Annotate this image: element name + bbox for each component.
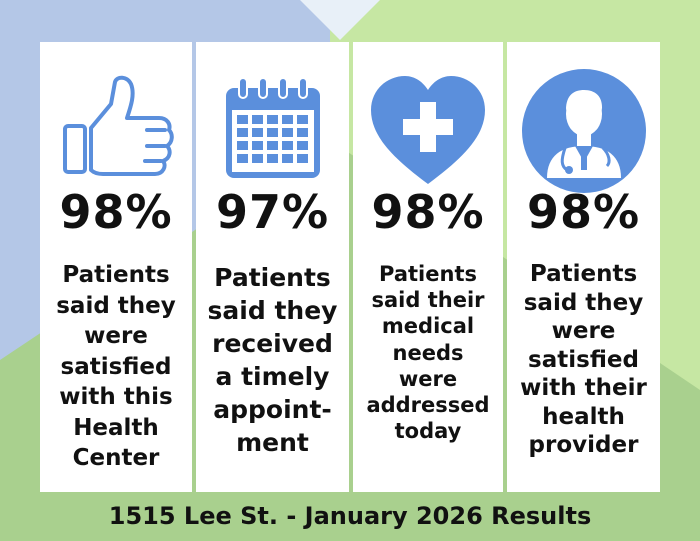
stats-cards: 98% Patients said they were satisfied wi… [40,42,660,492]
stat-description: Patients said they were satisfied with t… [56,262,176,471]
stat-description: Patients said they were satisfied with t… [520,261,647,458]
stat-percent: 98% [526,185,641,239]
stat-card-medical-needs: 98% Patients said their medical needs we… [353,42,503,492]
thumbs-up-icon [63,75,174,176]
stat-card-timely-appointment: 97% Patients said they received a timely… [196,42,349,492]
stat-description: Patients said they received a timely app… [207,263,338,457]
footer-results-text: 1515 Lee St. - January 2026 Results [108,502,592,530]
stat-percent: 97% [215,185,330,239]
doctor-icon [521,69,646,193]
heart-cross-icon [371,76,485,184]
stat-percent: 98% [59,185,173,239]
stat-percent: 98% [371,185,485,239]
stat-description: Patients said their medical needs were a… [366,262,490,444]
calendar-icon [225,77,320,178]
stat-card-health-provider: 98% Patients said they were satisfied wi… [507,42,660,492]
stat-card-health-center: 98% Patients said they were satisfied wi… [40,42,192,492]
